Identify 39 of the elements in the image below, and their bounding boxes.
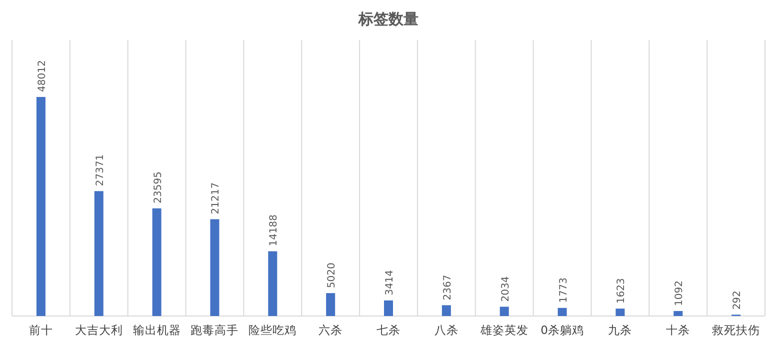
data-label: 1623 xyxy=(616,278,628,304)
x-tick-label: 前十 xyxy=(28,323,53,337)
bar xyxy=(94,191,104,316)
x-tick-label: 跑毒高手 xyxy=(190,323,239,337)
data-label: 23595 xyxy=(152,172,164,204)
bar xyxy=(384,300,393,316)
bar xyxy=(442,305,451,316)
data-label: 2034 xyxy=(500,276,512,302)
data-label: 2367 xyxy=(442,274,454,300)
bar xyxy=(326,293,336,316)
x-tick-label: 雄姿英发 xyxy=(479,323,528,337)
x-tick-label: 七杀 xyxy=(376,323,400,337)
x-tick-label: 十杀 xyxy=(666,323,690,337)
bar xyxy=(674,311,683,316)
data-label: 1092 xyxy=(674,280,686,306)
bar xyxy=(152,208,162,316)
x-tick-label: 险些吃鸡 xyxy=(248,323,297,337)
data-label: 5020 xyxy=(326,262,338,288)
x-tick-label: 救死扶伤 xyxy=(711,323,760,337)
bar xyxy=(616,308,625,316)
x-tick-label: 大吉大利 xyxy=(74,323,123,337)
x-tick-label: 0杀躺鸡 xyxy=(540,323,584,337)
data-label: 27371 xyxy=(94,154,106,186)
x-tick-label: 九杀 xyxy=(608,323,632,337)
data-label: 14188 xyxy=(268,214,280,246)
x-tick-label: 六杀 xyxy=(318,323,343,337)
bar xyxy=(558,308,567,316)
x-tick-label: 八杀 xyxy=(434,323,458,337)
bar xyxy=(268,251,278,316)
bar xyxy=(500,306,509,316)
bar xyxy=(36,96,46,316)
data-label: 3414 xyxy=(384,270,396,296)
chart-title: 标签数量 xyxy=(358,10,418,28)
data-label: 292 xyxy=(732,290,744,310)
data-label: 1773 xyxy=(558,277,570,303)
data-label: 21217 xyxy=(210,182,222,214)
data-label: 48012 xyxy=(36,60,48,92)
bar xyxy=(210,219,220,316)
x-tick-label: 输出机器 xyxy=(132,323,181,337)
